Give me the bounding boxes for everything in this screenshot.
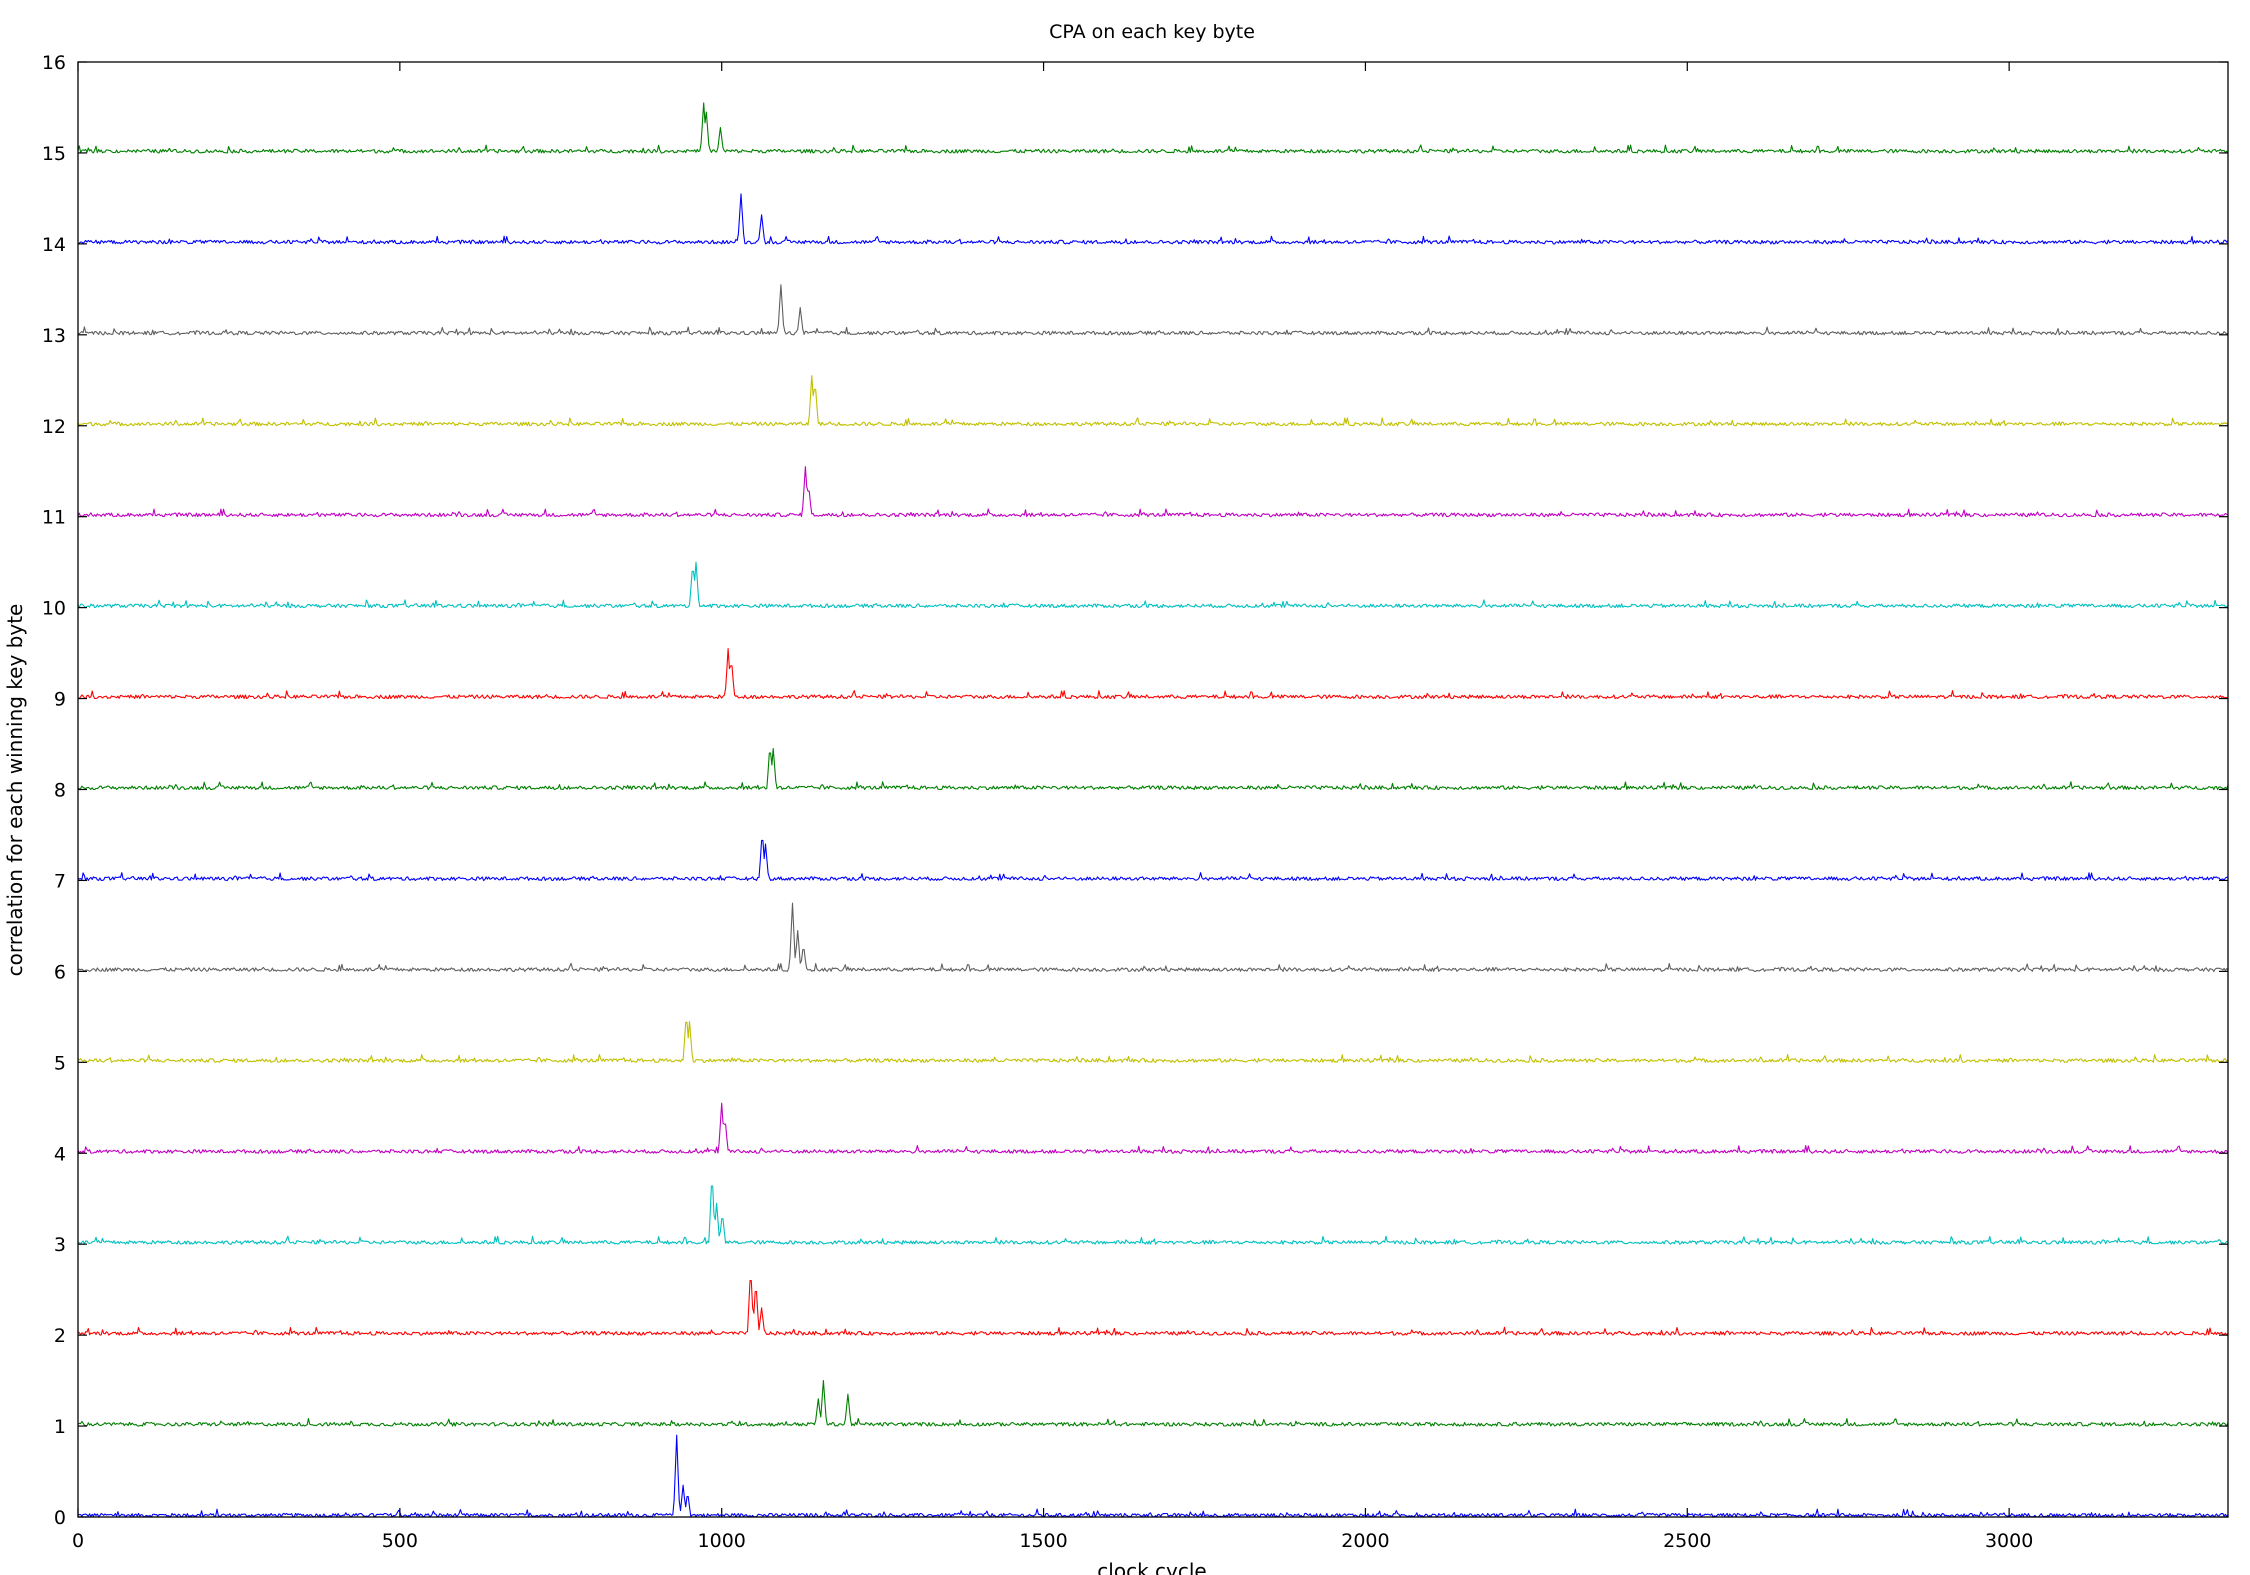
series-line-6 — [77, 902, 2229, 972]
y-tick-label: 1 — [54, 1416, 66, 1438]
series-line-1 — [77, 1380, 2229, 1427]
series-line-4 — [77, 1102, 2229, 1154]
plot-frame — [77, 61, 2229, 1518]
y-tick-label: 8 — [54, 780, 66, 802]
series-line-14 — [77, 193, 2229, 245]
series-line-12 — [77, 375, 2229, 427]
y-tick-label: 12 — [42, 416, 66, 438]
series-line-2 — [77, 1280, 2229, 1336]
x-tick-label: 0 — [72, 1530, 84, 1552]
series-line-5 — [77, 1020, 2229, 1063]
y-tick-label: 7 — [54, 870, 66, 892]
x-tick-label: 3000 — [1985, 1530, 2033, 1552]
series-line-13 — [77, 284, 2229, 336]
y-tick-label: 0 — [54, 1507, 66, 1529]
y-tick-label: 4 — [54, 1143, 66, 1165]
series-line-11 — [77, 466, 2229, 518]
y-axis-label: correlation for each winning key byte — [3, 604, 27, 977]
y-tick-label: 10 — [42, 598, 66, 620]
y-tick-label: 14 — [42, 234, 66, 256]
x-axis-ticks: 0 500 1000 1500 2000 2500 3000 — [72, 62, 2033, 1552]
x-tick-label: 500 — [382, 1530, 418, 1552]
y-tick-label: 16 — [42, 52, 66, 74]
series-line-10 — [77, 561, 2229, 609]
series-line-0 — [77, 1434, 2229, 1518]
y-tick-label: 15 — [42, 143, 66, 165]
x-tick-label: 2000 — [1341, 1530, 1389, 1552]
y-tick-label: 6 — [54, 961, 66, 983]
series-line-8 — [77, 748, 2229, 791]
x-tick-label: 1000 — [698, 1530, 746, 1552]
x-axis-label: clock cycle — [1097, 1559, 1206, 1575]
y-tick-label: 5 — [54, 1052, 66, 1074]
y-tick-label: 2 — [54, 1325, 66, 1347]
series-line-3 — [78, 1185, 2229, 1245]
chart-title: CPA on each key byte — [1049, 21, 1255, 43]
y-tick-label: 13 — [42, 325, 66, 347]
x-tick-label: 1500 — [1019, 1530, 1067, 1552]
series-line-7 — [77, 839, 2229, 881]
x-tick-label: 2500 — [1663, 1530, 1711, 1552]
series-line-15 — [77, 102, 2229, 154]
y-tick-label: 9 — [54, 689, 66, 711]
traces-group — [77, 102, 2229, 1518]
series-line-9 — [77, 647, 2229, 700]
y-tick-label: 11 — [42, 507, 66, 529]
y-tick-label: 3 — [54, 1234, 66, 1256]
